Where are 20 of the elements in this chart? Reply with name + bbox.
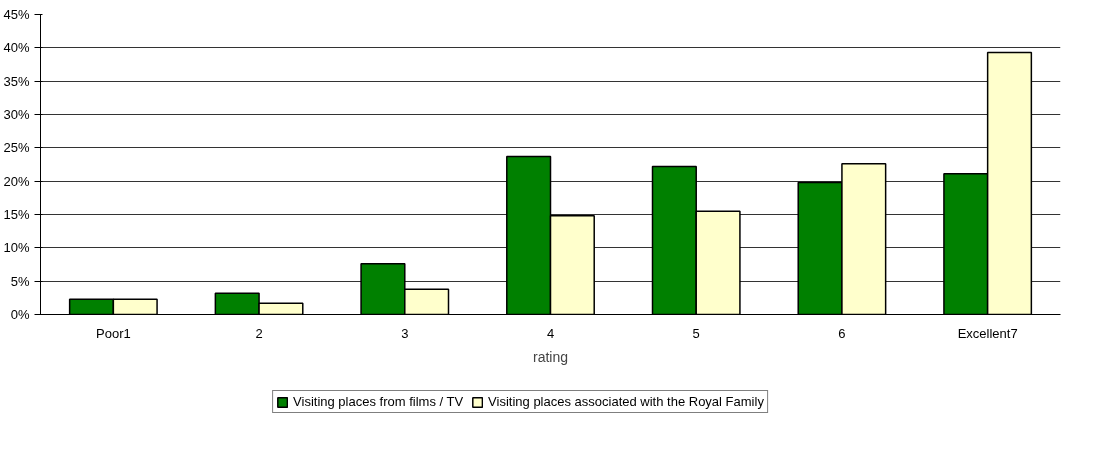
y-tick-label: 0%	[10, 307, 30, 322]
y-tick-label: 25%	[3, 140, 30, 156]
x-tick-label: 5	[692, 325, 700, 341]
x-tick-label: 3	[401, 325, 409, 341]
y-tick-label: 45%	[3, 7, 30, 22]
y-tick-label: 40%	[3, 40, 30, 56]
x-tick-label: 2	[255, 325, 263, 341]
y-tick-label: 5%	[10, 273, 30, 289]
legend-label: Visiting places associated with the Royal Family	[488, 394, 764, 409]
y-tick-label: 10%	[3, 240, 30, 256]
x-tick-label: 4	[546, 325, 555, 341]
y-tick-label: 20%	[3, 173, 30, 189]
y-tick-label: 15%	[3, 207, 30, 222]
legend-label: Visiting places from films / TV	[293, 394, 464, 409]
x-tick-label: Poor1	[96, 325, 131, 341]
x-axis-title: rating	[532, 348, 569, 365]
x-tick-label: 6	[838, 325, 846, 341]
x-tick-label: Excellent7	[957, 325, 1018, 341]
y-tick-label: 35%	[3, 73, 30, 89]
y-tick-label: 30%	[3, 107, 30, 122]
